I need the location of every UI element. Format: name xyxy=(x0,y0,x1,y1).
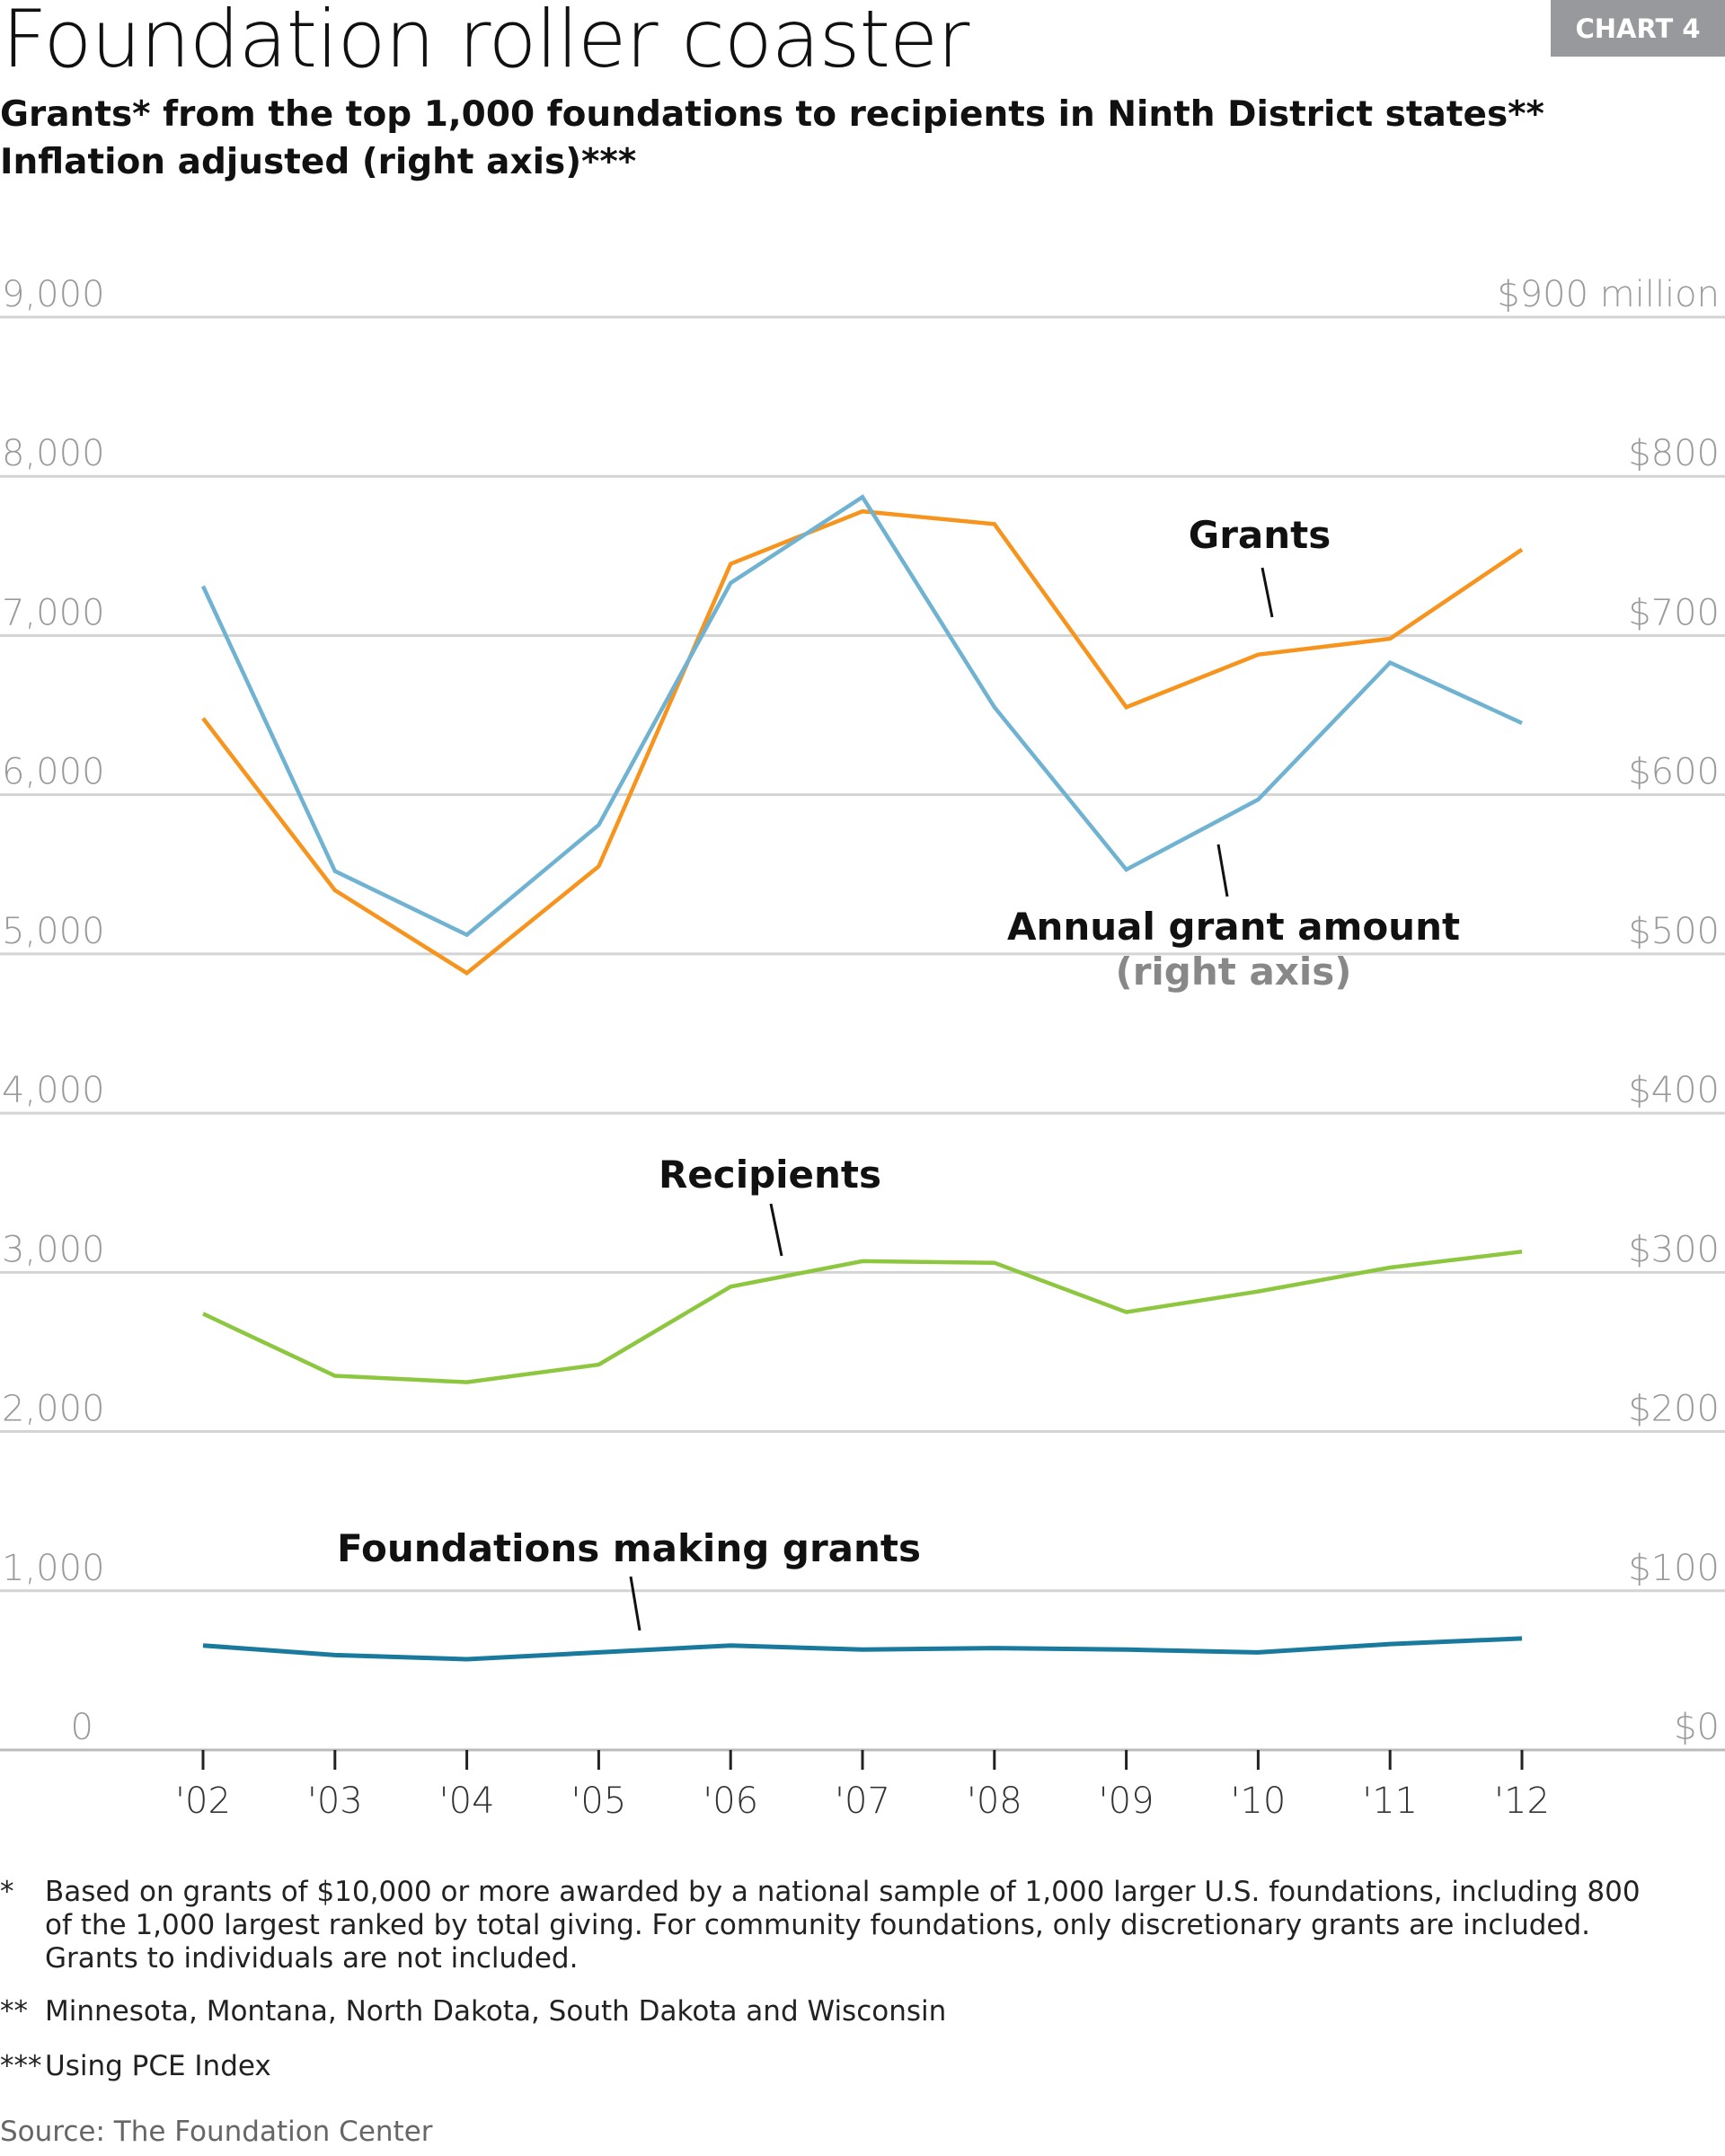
right-axis-tick-label: $900 million xyxy=(1497,274,1720,315)
chart-title: Foundation roller coaster xyxy=(2,0,969,85)
x-axis-tick-label: '06 xyxy=(703,1780,758,1822)
left-axis-tick-label: 7,000 xyxy=(2,592,105,633)
series-label: Grants xyxy=(1189,513,1331,557)
x-axis-tick-label: '10 xyxy=(1230,1780,1286,1822)
series-line-annual-grant-amount xyxy=(200,494,1523,938)
footnote-marker: *** xyxy=(0,2050,42,2082)
footnote-line: Based on grants of $10,000 or more award… xyxy=(45,1876,1641,1908)
label-leader-line xyxy=(1216,844,1229,897)
right-axis-tick-label: $700 xyxy=(1628,592,1720,633)
label-leader-line xyxy=(629,1576,641,1631)
left-axis-tick-label: 9,000 xyxy=(2,274,105,315)
left-axis-tick-label: 8,000 xyxy=(2,433,105,474)
series-label: Foundations making grants xyxy=(337,1526,921,1570)
label-leader-line xyxy=(1261,567,1274,618)
left-axis-tick-label: 2,000 xyxy=(2,1389,105,1430)
x-axis-tick-label: '03 xyxy=(307,1780,363,1822)
x-axis-tick-label: '05 xyxy=(571,1780,626,1822)
x-axis-tick-label: '04 xyxy=(439,1780,495,1822)
source-note: Source: The Foundation Center xyxy=(0,2116,433,2148)
x-axis-tick-label: '08 xyxy=(967,1780,1022,1822)
series-label-note: (right axis) xyxy=(1116,950,1352,994)
left-axis-tick-label: 3,000 xyxy=(2,1229,105,1270)
series-label: Annual grant amount xyxy=(1007,905,1460,949)
footnote-line: Using PCE Index xyxy=(45,2050,271,2082)
chart-subtitle: Grants* from the top 1,000 foundations t… xyxy=(0,94,1544,135)
label-leader-line xyxy=(769,1203,783,1257)
footnote-marker: ** xyxy=(0,1995,28,2028)
x-axis-tick-label: '12 xyxy=(1494,1780,1550,1822)
footnote-3: *** Using PCE Index xyxy=(0,2050,271,2083)
series-line-foundations-making-grants xyxy=(202,1636,1523,1662)
footnote-line: of the 1,000 largest ranked by total giv… xyxy=(45,1909,1591,1941)
right-axis-tick-label: $100 xyxy=(1628,1548,1720,1589)
chart-number-badge: CHART 4 xyxy=(1551,0,1725,57)
right-axis-tick-label: $400 xyxy=(1628,1070,1720,1111)
chart-subtitle-2: Inflation adjusted (right axis)*** xyxy=(0,142,637,182)
series-label: Recipients xyxy=(659,1153,881,1197)
right-axis-tick-label: $200 xyxy=(1628,1389,1720,1430)
x-axis-tick-label: '11 xyxy=(1362,1780,1418,1822)
x-axis-tick-label: '07 xyxy=(835,1780,890,1822)
right-axis-tick-label: $600 xyxy=(1628,752,1720,793)
line-chart: 0 $0 1,000 $100 2,000 $200 3,000 $300 4,000 $400 5… xyxy=(0,274,1725,1822)
left-axis-tick-label: 1,000 xyxy=(2,1548,105,1589)
left-axis-tick-label: 0 xyxy=(71,1707,93,1748)
footnote-1: * Based on grants of $10,000 or more awa… xyxy=(0,1876,1641,1975)
footnote-marker: * xyxy=(0,1876,14,1908)
right-axis-tick-label: $0 xyxy=(1674,1707,1720,1748)
x-axis-tick-label: '09 xyxy=(1099,1780,1154,1822)
right-axis-tick-label: $300 xyxy=(1628,1229,1720,1270)
right-axis-tick-label: $800 xyxy=(1628,433,1720,474)
footnote-line: Minnesota, Montana, North Dakota, South … xyxy=(45,1995,947,2028)
footnote-line: Grants to individuals are not included. xyxy=(45,1942,579,1975)
left-axis-tick-label: 5,000 xyxy=(2,911,105,952)
footnote-2: ** Minnesota, Montana, North Dakota, Sout… xyxy=(0,1995,946,2028)
x-axis-tick-label: '02 xyxy=(175,1780,231,1822)
left-axis-tick-label: 4,000 xyxy=(2,1070,105,1111)
left-axis-tick-label: 6,000 xyxy=(2,752,105,793)
right-axis-tick-label: $500 xyxy=(1628,911,1720,952)
